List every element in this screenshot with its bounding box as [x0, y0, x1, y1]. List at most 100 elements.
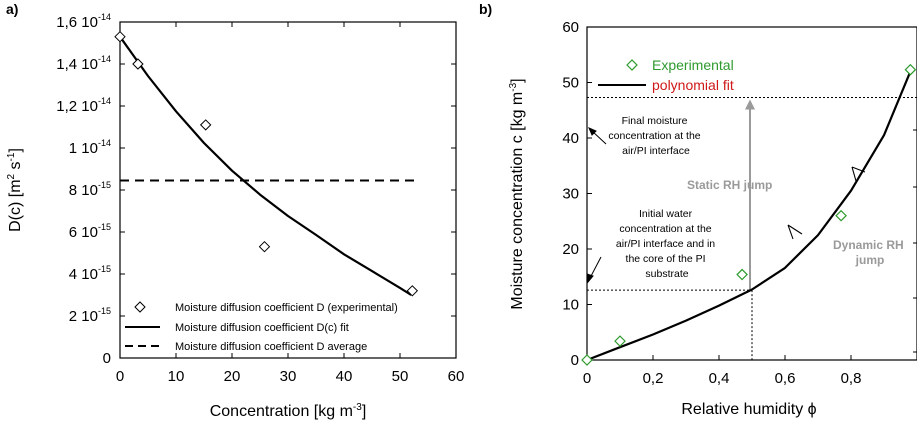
legend-label-experimental-b: Experimental — [652, 57, 734, 73]
y-tick-label: 6 10-15 — [69, 222, 111, 241]
panel-b-y-axis-label: Moisture concentration c [kg m-3] — [508, 78, 526, 309]
static-rh-jump-label: Static RH jump — [687, 178, 772, 192]
right-edge-ticks — [913, 129, 917, 353]
y-tick-exponent: -14 — [98, 12, 111, 22]
legend-label-polynomial: polynomial fit — [652, 77, 734, 93]
panel-b-label: b) — [479, 1, 492, 17]
y-tick-label: 60 — [562, 19, 579, 36]
annotation-pointer-arrows — [586, 127, 607, 284]
y-tick-label: 10 — [562, 297, 579, 314]
panel-b-series — [581, 63, 917, 366]
x-tick-label: 0,2 — [643, 370, 664, 387]
x-tick-label: 0 — [583, 370, 591, 387]
y-tick-label: 8 10-15 — [69, 180, 111, 199]
x-tick-label: 30 — [280, 368, 297, 385]
y-tick-label: 40 — [562, 130, 579, 147]
y-tick-label: 30 — [562, 186, 579, 203]
y-tick-label: 1,2 10-14 — [56, 96, 111, 115]
panel-a-y-axis-label-main: D(c) [m — [7, 179, 24, 231]
final-annotation-line-3: air/PI interface — [622, 145, 690, 157]
panel-a-y-axis-label: D(c) [m2 s-1] — [6, 148, 24, 232]
x-tick-label: 0,8 — [841, 370, 862, 387]
x-tick-label: 40 — [336, 368, 353, 385]
panel-a-y-axis-label-sup1: 2 — [6, 173, 17, 179]
panel-a-y-axis-label-sup2: -1 — [6, 152, 17, 161]
experimental-point — [406, 285, 419, 297]
panel-a-y-ticks: 02 10-154 10-156 10-158 10-151 10-141,2 … — [56, 12, 456, 367]
dynamic-label-line-1: Dynamic RH — [833, 238, 904, 252]
panel-b-x-ticks: 0 0,2 0,4 0,6 0,8 — [583, 355, 862, 387]
y-tick-exponent: -15 — [98, 222, 111, 232]
panel-b-y-ticks: 0 10 20 30 40 50 60 — [562, 19, 592, 369]
y-tick-mantissa: 1 10 — [69, 140, 98, 157]
experimental-point — [835, 209, 847, 222]
y-tick-exponent: -14 — [98, 54, 111, 64]
initial-annotation-line-1: Initial water — [639, 208, 693, 220]
experimental-point — [114, 30, 126, 43]
y-tick-label: 0 — [571, 352, 579, 369]
x-tick-label: 0 — [116, 368, 124, 385]
panel-b-x-axis-label: Relative humidity ϕ — [681, 401, 816, 418]
y-tick-mantissa: 6 10 — [69, 224, 98, 241]
initial-annotation-line-5: substrate — [645, 268, 688, 280]
y-tick-label: 2 10-15 — [69, 306, 111, 325]
panel-a-x-axis-label-main: Concentration [kg m — [210, 403, 353, 420]
x-tick-label: 50 — [392, 368, 409, 385]
initial-annotation-line-3: air/PI interface and in — [616, 238, 715, 250]
legend-experimental-marker — [626, 59, 638, 71]
polynomial-fit-curve — [586, 70, 912, 362]
panel-b-x-axis-label-symbol: ϕ — [808, 401, 817, 418]
static-arrow-head — [745, 99, 755, 110]
initial-annotation-line-2: concentration at the — [619, 223, 711, 235]
legend-diamond-marker — [134, 301, 146, 313]
curve-direction-arrows — [787, 166, 866, 240]
experimental-point — [132, 58, 144, 70]
legend-label-experimental: Moisture diffusion coefficient D (experi… — [175, 302, 398, 314]
panel-a-x-axis-label-end: ] — [362, 403, 366, 420]
experimental-point — [904, 63, 917, 76]
y-tick-label: 1,6 10-14 — [56, 12, 111, 31]
panel-b-y-axis-label-sup: -3 — [508, 82, 519, 91]
panel-a-y-axis-label-mid: s — [7, 161, 24, 173]
y-tick-mantissa: 1,2 10 — [56, 98, 98, 115]
panel-b-y-axis-label-end: ] — [509, 78, 526, 82]
y-tick-label: 4 10-15 — [69, 264, 111, 283]
experimental-point — [199, 119, 212, 131]
x-tick-label: 10 — [168, 368, 185, 385]
panel-a-legend: Moisture diffusion coefficient D (experi… — [125, 301, 398, 353]
legend-label-average: Moisture diffusion coefficient D average — [175, 341, 367, 353]
panel-a-y-axis-label-end: ] — [7, 148, 24, 152]
panel-b-y-axis-label-main: Moisture concentration c [kg m — [509, 92, 526, 310]
initial-annotation-arrow — [589, 256, 602, 279]
panel-a-x-axis-label: Concentration [kg m-3] — [210, 402, 367, 420]
dynamic-label-line-2: jump — [855, 253, 885, 267]
initial-annotation-line-4: the core of the PI — [626, 253, 706, 265]
panel-a-series — [114, 30, 419, 297]
y-tick-exponent: -14 — [98, 96, 111, 106]
fit-curve — [119, 36, 412, 296]
legend-label-fit: Moisture diffusion coefficient D(c) fit — [175, 322, 349, 334]
y-tick-label: 50 — [562, 75, 579, 92]
y-tick-label: 1,4 10-14 — [56, 54, 111, 73]
y-tick-mantissa: 1,6 10 — [56, 14, 98, 31]
y-tick-exponent: -15 — [98, 180, 111, 190]
y-tick-mantissa: 1,4 10 — [56, 56, 98, 73]
final-annotation-line-2: concentration at the — [608, 130, 700, 142]
static-rh-jump-arrow — [745, 99, 755, 291]
dynamic-rh-jump-label: Dynamic RH jump — [833, 238, 907, 267]
panel-b: b) 0 0,2 0,4 0,6 0,8 0 10 20 30 40 50 60 Relative … — [479, 1, 917, 418]
y-tick-label: 0 — [103, 350, 111, 367]
panel-b-x-axis-label-main: Relative humidity — [681, 401, 807, 418]
x-tick-label: 0,4 — [709, 370, 730, 387]
panel-b-legend: Experimental polynomial fit — [598, 57, 734, 93]
experimental-point — [581, 354, 593, 366]
final-annotation-line-1: Final moisture — [622, 115, 688, 127]
y-tick-mantissa: 8 10 — [69, 182, 98, 199]
experimental-point — [258, 240, 271, 253]
x-tick-label: 20 — [224, 368, 241, 385]
panel-a-x-axis-label-sup: -3 — [353, 402, 362, 413]
panel-a-label: a) — [6, 1, 18, 17]
panel-b-plot-frame — [586, 26, 917, 361]
panel-a: a) 0 10 20 30 40 50 60 02 10-154 10-156 10-158… — [6, 1, 464, 420]
